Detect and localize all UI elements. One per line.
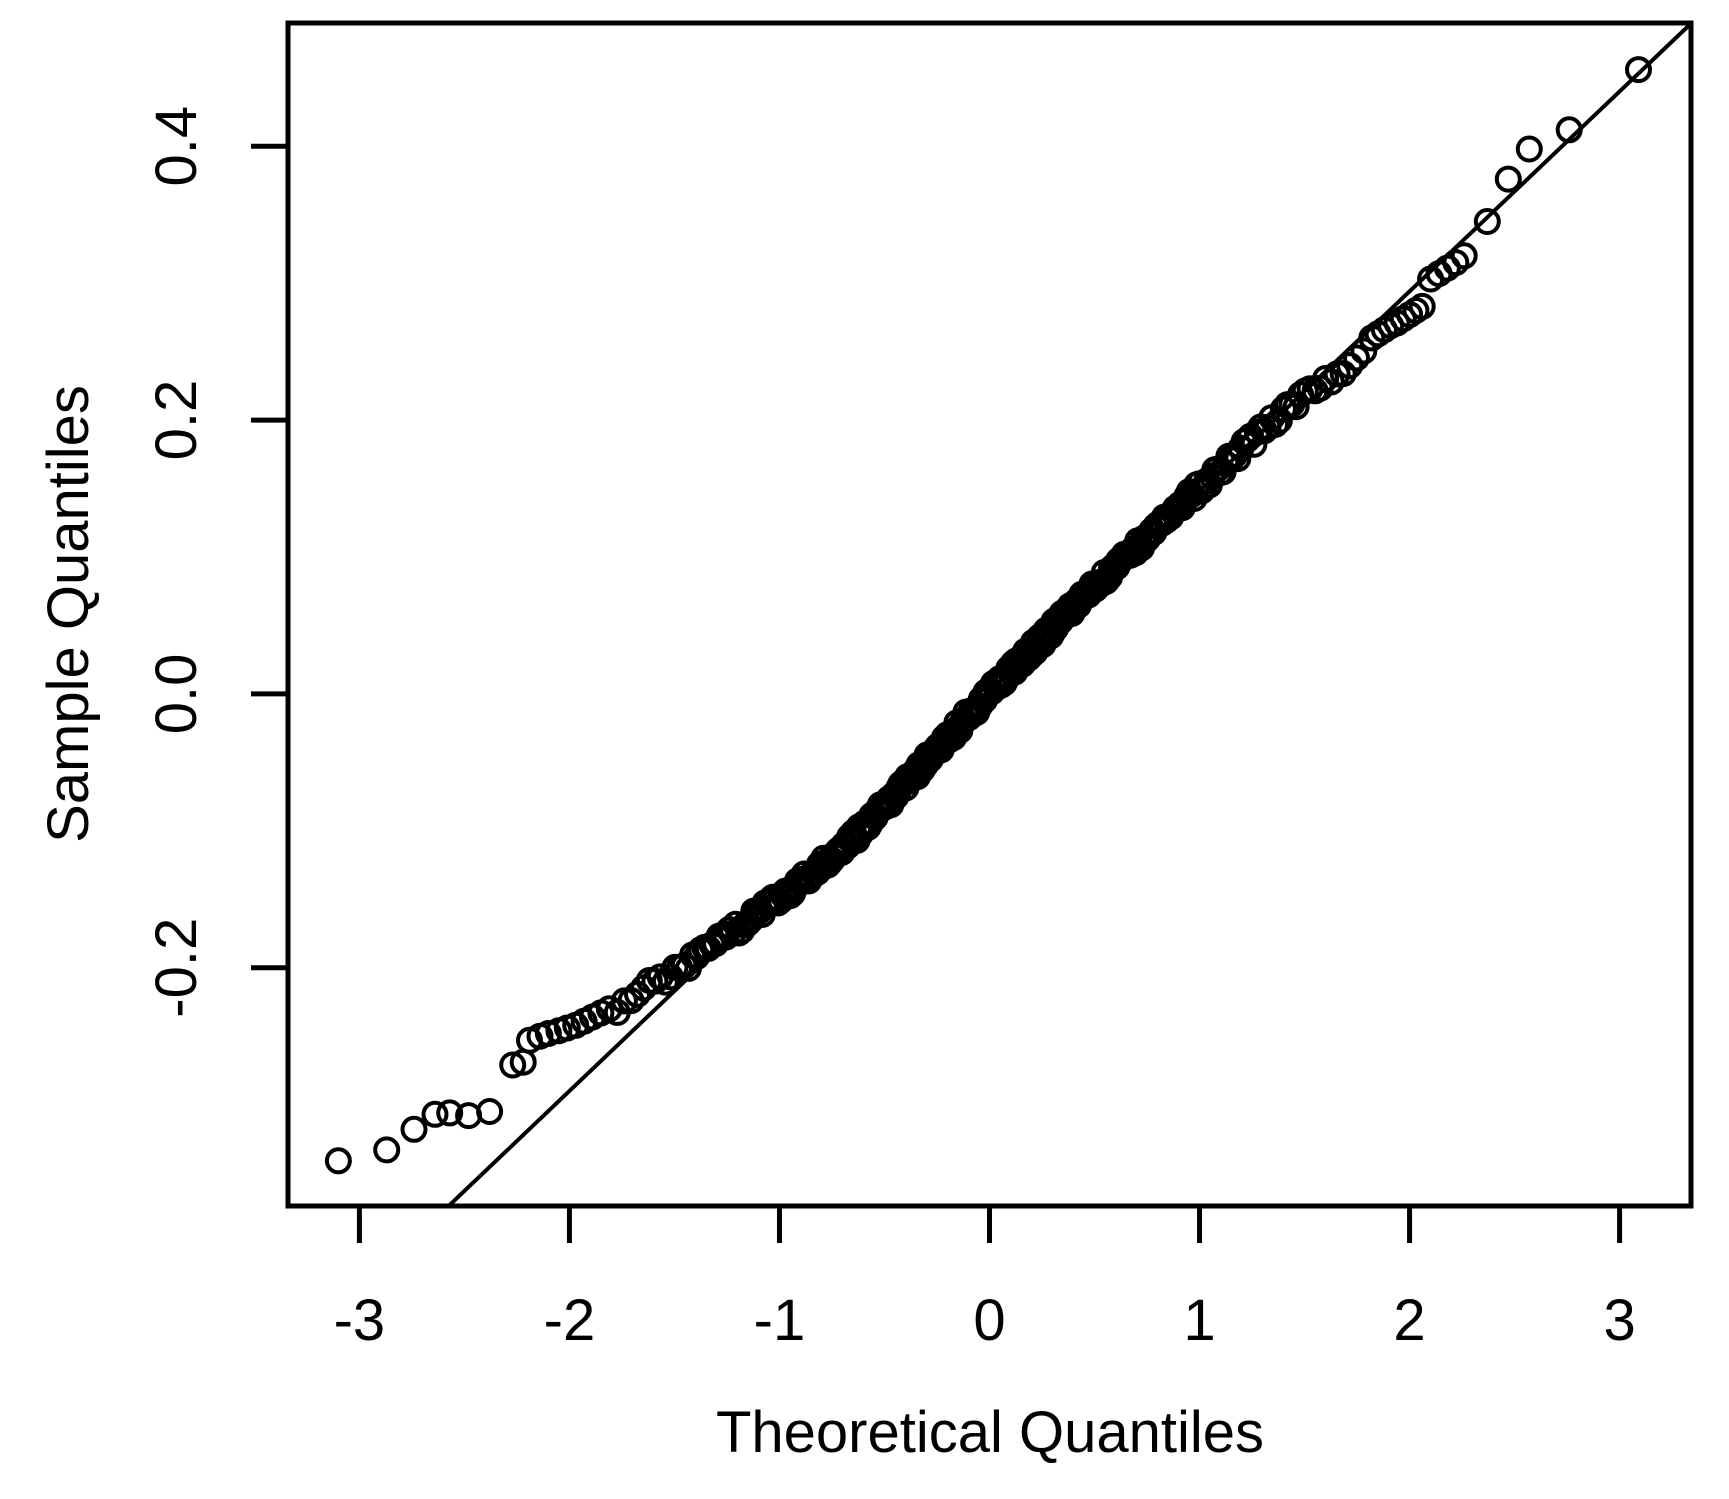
x-tick-label: -3: [334, 1288, 386, 1353]
data-point: [1343, 344, 1370, 372]
data-point: [1350, 337, 1378, 365]
data-point: [595, 995, 623, 1023]
data-point: [1329, 360, 1357, 388]
y-axis-layer: -0.2 0.0 0.2 0.4: [144, 106, 288, 1018]
reference-line-layer: [445, 23, 1691, 1206]
data-point: [499, 1051, 527, 1079]
data-point: [641, 967, 669, 995]
data-point: [1494, 165, 1522, 193]
data-point: [324, 1147, 352, 1175]
data-point: [1262, 410, 1289, 438]
data-points-layer: [324, 56, 1652, 1175]
x-tick-label: 0: [973, 1288, 1005, 1353]
data-point: [1473, 208, 1501, 235]
data-point: [1336, 352, 1364, 380]
y-axis-title: Sample Quantiles: [36, 385, 101, 843]
data-point: [436, 1099, 464, 1127]
data-point: [476, 1098, 504, 1125]
x-tick-label: 2: [1393, 1288, 1425, 1353]
qq-reference-line: [445, 23, 1691, 1206]
x-tick-label: -2: [544, 1288, 596, 1353]
y-tick-label: -0.2: [144, 918, 209, 1018]
plot-frame-layer: [285, 20, 1694, 1209]
x-tick-label: -1: [754, 1288, 806, 1353]
data-point: [400, 1115, 428, 1143]
data-point: [1450, 242, 1478, 270]
data-point: [1625, 56, 1652, 84]
y-tick-label: 0.2: [144, 380, 209, 461]
data-point: [421, 1100, 449, 1128]
plot-border: [285, 20, 1694, 1209]
data-point: [373, 1136, 401, 1164]
data-point: [1408, 292, 1436, 320]
y-tick-label: 0.0: [144, 654, 209, 735]
data-point: [534, 1020, 562, 1047]
x-tick-label: 1: [1183, 1288, 1215, 1353]
y-tick-label: 0.4: [144, 106, 209, 187]
x-axis-layer: -3 -2 -1 0 1 2 3: [334, 1206, 1636, 1353]
data-point: [1515, 135, 1543, 163]
x-tick-label: 3: [1603, 1288, 1635, 1353]
x-axis-title: Theoretical Quantiles: [716, 1400, 1264, 1465]
